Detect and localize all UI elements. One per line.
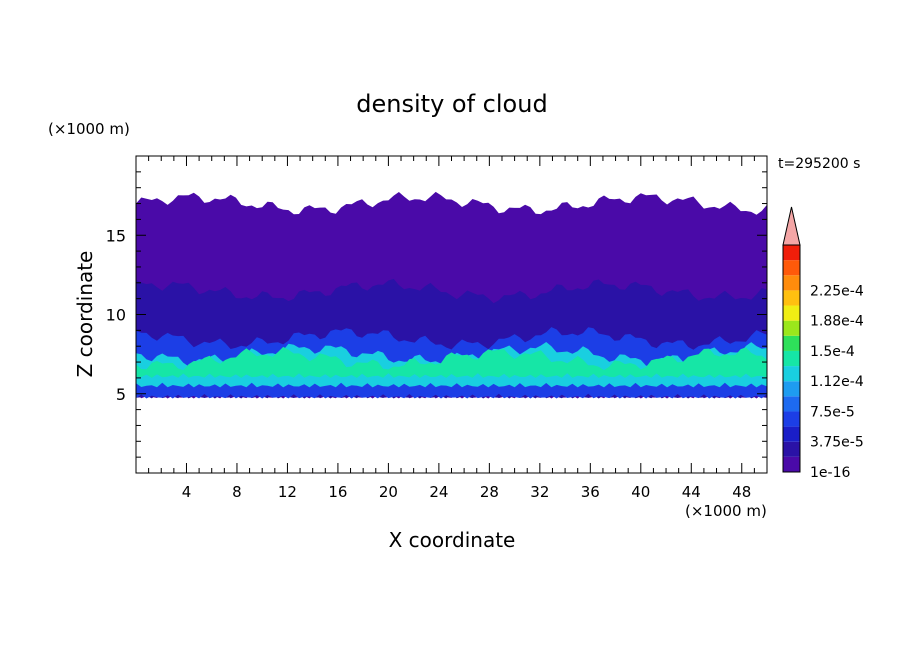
x-tick-label: 36 [581,483,600,501]
y-unit-label: (×1000 m) [48,120,130,138]
density-layer-peak-band [136,346,767,378]
time-label: t=295200 s [778,156,860,172]
x-tick-label: 44 [682,483,701,501]
colorbar-swatch [783,456,800,472]
x-tick-label: 12 [278,483,297,501]
colorbar-swatch [783,275,800,291]
y-tick-label: 15 [106,226,126,245]
colorbar-tick-label: 7.5e-5 [810,404,855,420]
colorbar-swatch [783,320,800,336]
colorbar-tick-label: 3.75e-5 [810,435,864,451]
colorbar: 1e-16 3.75e-5 7.5e-5 1.12e-4 1.5e-4 1.88e-4 2.… [782,206,864,481]
colorbar-tick-label: 1.5e-4 [810,344,855,360]
colorbar-swatch [783,350,800,367]
x-tick-label: 40 [631,483,650,501]
colorbar-swatch [783,441,800,457]
colorbar-swatch [783,396,800,412]
colorbar-tick-label: 1.88e-4 [810,314,864,330]
colorbar-swatch [783,381,800,397]
colorbar-swatch [783,290,800,306]
colorbar-swatch [783,305,800,321]
y-tick-label: 5 [116,385,126,404]
x-tick-label: 24 [429,483,448,501]
colorbar-over-arrow [782,206,801,246]
x-unit-label: (×1000 m) [685,502,767,520]
x-tick-label: 20 [379,483,398,501]
colorbar-tick-label: 2.25e-4 [810,283,864,299]
chart-title: density of cloud [356,90,547,118]
colorbar-tick-label: 1e-16 [810,465,850,481]
x-tick-label: 16 [328,483,347,501]
x-tick-label: 48 [732,483,751,501]
colorbar-tick-label: 1.12e-4 [810,374,864,390]
colorbar-swatch [783,260,800,276]
x-tick-label: 4 [182,483,192,501]
y-tick-label: 10 [106,306,126,325]
density-field [136,191,767,399]
colorbar-swatch [783,366,800,382]
x-tick-label: 28 [480,483,499,501]
x-tick-label: 32 [530,483,549,501]
x-axis-label: X coordinate [389,528,516,552]
colorbar-swatch [783,335,800,351]
colorbar-swatch [783,411,800,427]
colorbar-swatch [783,245,800,261]
x-tick-label: 8 [232,483,242,501]
colorbar-frame [782,244,801,473]
y-axis-label: Z coordinate [73,251,97,378]
colorbar-swatch [783,426,800,442]
